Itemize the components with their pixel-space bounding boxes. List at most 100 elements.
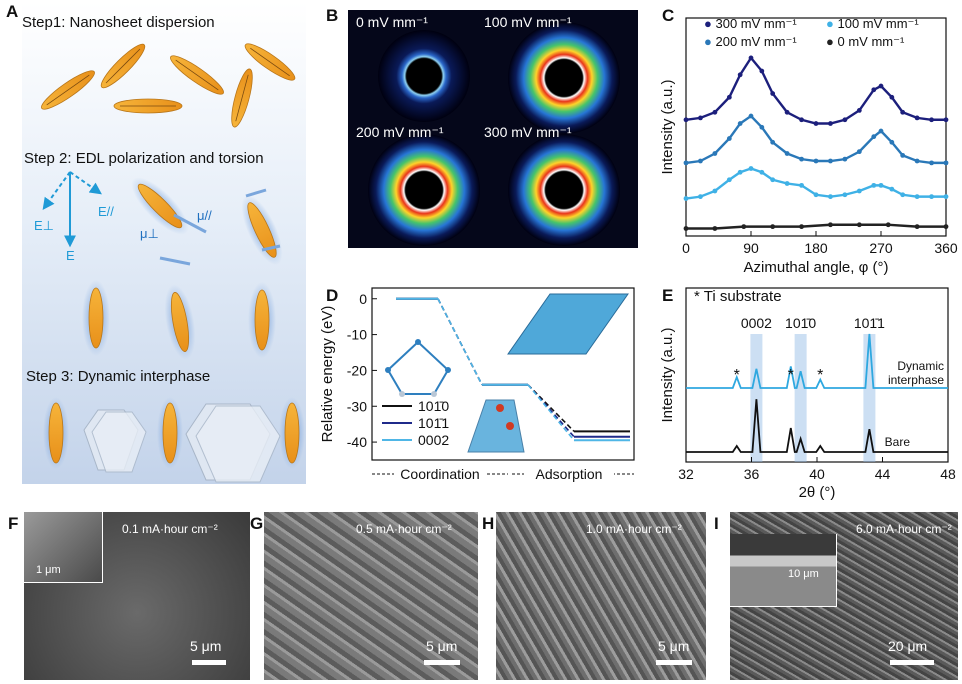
chart-c-point	[914, 158, 920, 164]
legend-c-200: ● 200 mV mm⁻¹	[704, 34, 797, 49]
panel-e-xrd-chart: 32 36 40 44 48 2θ (°) Intensity (a.u.) 0002 101̄…	[659, 287, 956, 501]
chart-c-point	[759, 68, 765, 74]
chart-c-xtick-label: 180	[804, 240, 828, 256]
chart-c-point	[828, 121, 833, 126]
saxs-label-300: 300 mV mm⁻¹	[484, 124, 572, 140]
sem-f-scale-text: 5 μm	[190, 638, 222, 654]
sem-i-inset	[730, 534, 837, 607]
label-e-parallel: E//	[98, 204, 114, 219]
chart-c-point	[741, 224, 747, 230]
step1-nanosheets	[41, 43, 296, 128]
saxs-pattern-200	[368, 134, 480, 246]
chart-c-point	[737, 72, 743, 78]
sem-f-inset	[24, 512, 103, 583]
chart-c-point	[900, 192, 906, 198]
chart-d-legend-label: 101̄1	[418, 415, 449, 431]
chart-c-xtick-label: 360	[934, 240, 958, 256]
sem-panel-h: 1.0 mA·hour cm⁻² 5 μm	[496, 512, 706, 680]
step2-polarized-sheets	[82, 177, 283, 360]
chart-c-ylabel: Intensity (a.u.)	[659, 79, 676, 174]
chart-c-point	[828, 158, 833, 164]
panel-i-letter: I	[714, 514, 719, 533]
chart-d-series	[396, 297, 630, 442]
chart-e-xtick-label: 32	[678, 466, 694, 482]
chart-c-point	[799, 117, 804, 123]
panel-a-letter: A	[6, 2, 19, 21]
chart-e-peak-label: 101̄0	[785, 315, 816, 331]
saxs-pattern-0	[378, 30, 470, 122]
sem-panel-f: 1 μm 0.1 mA·hour cm⁻² 5 μm	[24, 512, 250, 680]
chart-c-series	[683, 222, 949, 231]
chart-d-region-label: Adsorption	[536, 466, 603, 482]
chart-c-point	[914, 194, 920, 200]
panel-c-azimuthal-chart: 0 90 180 270 360 Azimuthal angle, φ (°) Intens…	[659, 17, 958, 276]
chart-c-series	[683, 55, 949, 126]
step2-title: Step 2: EDL polarization and torsion	[24, 150, 264, 167]
panel-c-letter: C	[662, 6, 675, 25]
chart-c-point	[799, 182, 804, 188]
chart-c-point	[770, 224, 776, 230]
chart-e-ylabel: Intensity (a.u.)	[659, 327, 676, 422]
chart-c-point	[799, 224, 804, 230]
chart-c-point	[914, 224, 920, 230]
chart-e-highlight-band	[794, 334, 807, 462]
chart-e-series-line	[686, 399, 948, 453]
field-arrows	[42, 171, 102, 248]
chart-c-point	[929, 160, 934, 166]
sem-f-scale-bar	[192, 660, 226, 665]
chart-c-point	[943, 224, 949, 230]
chart-d-region-label: Coordination	[400, 466, 479, 482]
chart-c-xtick-label: 90	[743, 240, 759, 256]
chart-d-legend-label: 0002	[418, 432, 449, 448]
chart-d-legend-label: 101̄0	[418, 398, 449, 414]
chart-c-point	[712, 151, 718, 156]
chart-c-point	[784, 109, 790, 115]
sem-f-inset-scale: 1 μm	[36, 564, 61, 576]
chart-e-xtick-label: 36	[744, 466, 760, 482]
chart-c-point	[878, 128, 884, 134]
chart-c-point	[737, 121, 743, 126]
panel-d-energy-diagram: 0 -10 -20 -30 -40 Relative energy (eV) 101̄010…	[319, 287, 635, 482]
chart-c-series-line	[686, 223, 946, 230]
chart-c-point	[943, 194, 949, 200]
chart-c-point	[878, 182, 884, 188]
panel-f-letter: F	[8, 514, 19, 533]
sem-g-condition: 0.5 mA·hour cm⁻²	[356, 522, 452, 536]
legend-c-0: ● 0 mV mm⁻¹	[826, 34, 905, 49]
chart-c-point	[856, 188, 862, 194]
panel-h-letter: H	[482, 514, 495, 533]
chart-e-peak-label: 0002	[741, 315, 772, 331]
chart-c-point	[889, 139, 895, 145]
chart-c-point	[737, 169, 743, 175]
chart-c-point	[770, 91, 776, 96]
label-mu-parallel: μ//	[197, 208, 212, 223]
chart-c-point	[813, 192, 819, 198]
chart-c-point	[712, 188, 718, 194]
chart-d-ytick-label: -30	[347, 398, 367, 414]
chart-c-point	[871, 182, 877, 188]
sem-h-scale-text: 5 μm	[658, 638, 690, 654]
saxs-pattern-300	[508, 134, 620, 246]
chart-c-xlabel: Azimuthal angle, φ (°)	[744, 259, 889, 276]
sem-h-scale-bar	[656, 660, 692, 665]
chart-c-point	[943, 117, 949, 123]
chart-c-point	[726, 177, 732, 183]
chart-e-star: *	[817, 367, 823, 384]
chart-c-point	[770, 139, 776, 145]
chart-c-point	[878, 83, 884, 89]
chart-e-xtick-label: 44	[875, 466, 891, 482]
chart-c-point	[784, 151, 790, 156]
sem-h-condition: 1.0 mA·hour cm⁻²	[586, 522, 682, 536]
chart-c-xtick-label: 270	[869, 240, 893, 256]
chart-c-point	[871, 87, 877, 93]
chart-e-xtick-label: 40	[809, 466, 825, 482]
panel-e-letter: E	[662, 286, 674, 305]
chart-e-series-line	[686, 333, 948, 389]
chart-e-xlabel: 2θ (°)	[799, 484, 836, 501]
step1-title: Step1: Nanosheet dispersion	[22, 14, 215, 31]
chart-d-connector	[437, 298, 483, 386]
chart-c-frame	[685, 17, 947, 237]
chart-c-point	[726, 136, 732, 141]
chart-c-point	[712, 109, 718, 115]
legend-c-100: ● 100 mV mm⁻¹	[826, 16, 919, 31]
